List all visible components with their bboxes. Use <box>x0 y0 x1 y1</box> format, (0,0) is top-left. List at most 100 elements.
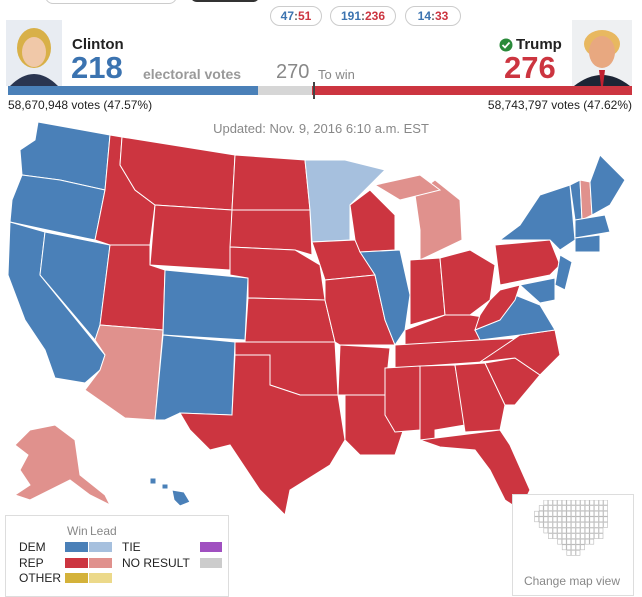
thumb-cell <box>580 510 585 517</box>
map-thumbnail <box>534 500 608 556</box>
thumb-cell <box>584 510 590 517</box>
thumb-cell <box>566 550 572 556</box>
state[interactable] <box>171 489 191 507</box>
legend-header: Lead <box>90 524 117 538</box>
rep-popular: 58,743,797 votes (47.62%) <box>487 98 632 112</box>
swatch <box>89 558 112 568</box>
swatch <box>200 558 222 568</box>
thumb-cell <box>598 500 604 506</box>
swatch <box>65 573 88 583</box>
thumb-cell <box>548 533 553 539</box>
thumb-cell <box>580 500 585 506</box>
thumb-cell <box>589 533 595 539</box>
state[interactable] <box>409 257 446 326</box>
state[interactable] <box>384 365 421 433</box>
state[interactable] <box>349 189 396 253</box>
thumb-cell <box>571 516 576 523</box>
thumb-cell <box>598 527 604 534</box>
thumb-cell <box>571 522 576 528</box>
state[interactable] <box>494 239 561 286</box>
rep-electoral: 276 <box>504 50 556 85</box>
thumb-cell <box>589 516 595 523</box>
state[interactable] <box>589 154 626 216</box>
winner-check <box>499 38 513 52</box>
thumb-cell <box>557 516 562 523</box>
thumb-cell <box>566 510 572 517</box>
thumb-cell <box>552 510 558 517</box>
thumb-cell <box>561 522 567 528</box>
swatch <box>65 558 88 568</box>
thumb-cell <box>561 533 567 539</box>
tab-button[interactable] <box>190 0 260 2</box>
tab-button[interactable] <box>45 0 177 4</box>
thumb-cell <box>575 538 581 545</box>
thumb-cell <box>538 510 544 517</box>
thumb-cell <box>552 505 558 511</box>
state[interactable] <box>149 204 233 271</box>
state[interactable] <box>337 344 391 396</box>
state[interactable] <box>9 174 106 241</box>
thumb-cell <box>575 544 581 551</box>
thumb-cell <box>548 500 553 506</box>
state[interactable] <box>244 297 336 343</box>
thumb-cell <box>534 510 539 517</box>
thumb-cell <box>548 522 553 528</box>
state[interactable] <box>229 209 313 256</box>
tab[interactable]: 47:51 <box>270 6 322 26</box>
thumb-cell <box>603 516 608 523</box>
legend-header: Win <box>67 524 88 538</box>
legend-label: DEM <box>19 540 46 554</box>
state[interactable] <box>454 362 506 433</box>
swatch <box>89 573 112 583</box>
thumb-cell <box>589 505 595 511</box>
thumb-cell <box>543 505 549 511</box>
thumb-cell <box>557 522 562 528</box>
state[interactable] <box>179 354 346 517</box>
thumb-cell <box>566 522 572 528</box>
state[interactable] <box>414 179 463 261</box>
state[interactable] <box>574 214 611 239</box>
state[interactable] <box>154 334 236 421</box>
state[interactable] <box>13 424 112 507</box>
thumb-cell <box>552 522 558 528</box>
thumb-cell <box>603 522 608 528</box>
clinton-photo <box>6 20 62 86</box>
state[interactable] <box>359 249 411 347</box>
thumb-cell <box>584 516 590 523</box>
state[interactable] <box>474 284 521 331</box>
thumb-cell <box>571 500 576 506</box>
thumb-cell <box>557 533 562 539</box>
thumb-cell <box>561 500 567 506</box>
state[interactable] <box>373 174 442 201</box>
thumb-cell <box>575 516 581 523</box>
state[interactable] <box>162 269 249 341</box>
state[interactable] <box>231 154 311 211</box>
tab[interactable]: 14:33 <box>405 6 461 26</box>
thumb-cell <box>552 533 558 539</box>
tab[interactable]: 191:236 <box>330 6 396 26</box>
thumb-cell <box>571 533 576 539</box>
thumb-cell <box>543 522 549 528</box>
state[interactable] <box>161 483 169 490</box>
state[interactable] <box>304 159 386 243</box>
thumb-cell <box>543 527 549 534</box>
thumb-cell <box>557 527 562 534</box>
thumb-cell <box>589 527 595 534</box>
thumb-cell <box>557 505 562 511</box>
state[interactable] <box>554 254 573 291</box>
thumb-cell <box>575 533 581 539</box>
thumb-cell <box>566 516 572 523</box>
state[interactable] <box>498 184 576 251</box>
thumb-cell <box>575 510 581 517</box>
tab-dem: 14 <box>417 9 431 23</box>
thumb-cell <box>548 516 553 523</box>
thumb-cell <box>548 510 553 517</box>
thumb-cell <box>584 522 590 528</box>
state[interactable] <box>149 477 157 485</box>
state[interactable] <box>518 277 556 304</box>
thumb-cell <box>566 533 572 539</box>
state[interactable] <box>574 234 601 253</box>
thumb-cell <box>580 527 585 534</box>
thumb-cell <box>584 500 590 506</box>
